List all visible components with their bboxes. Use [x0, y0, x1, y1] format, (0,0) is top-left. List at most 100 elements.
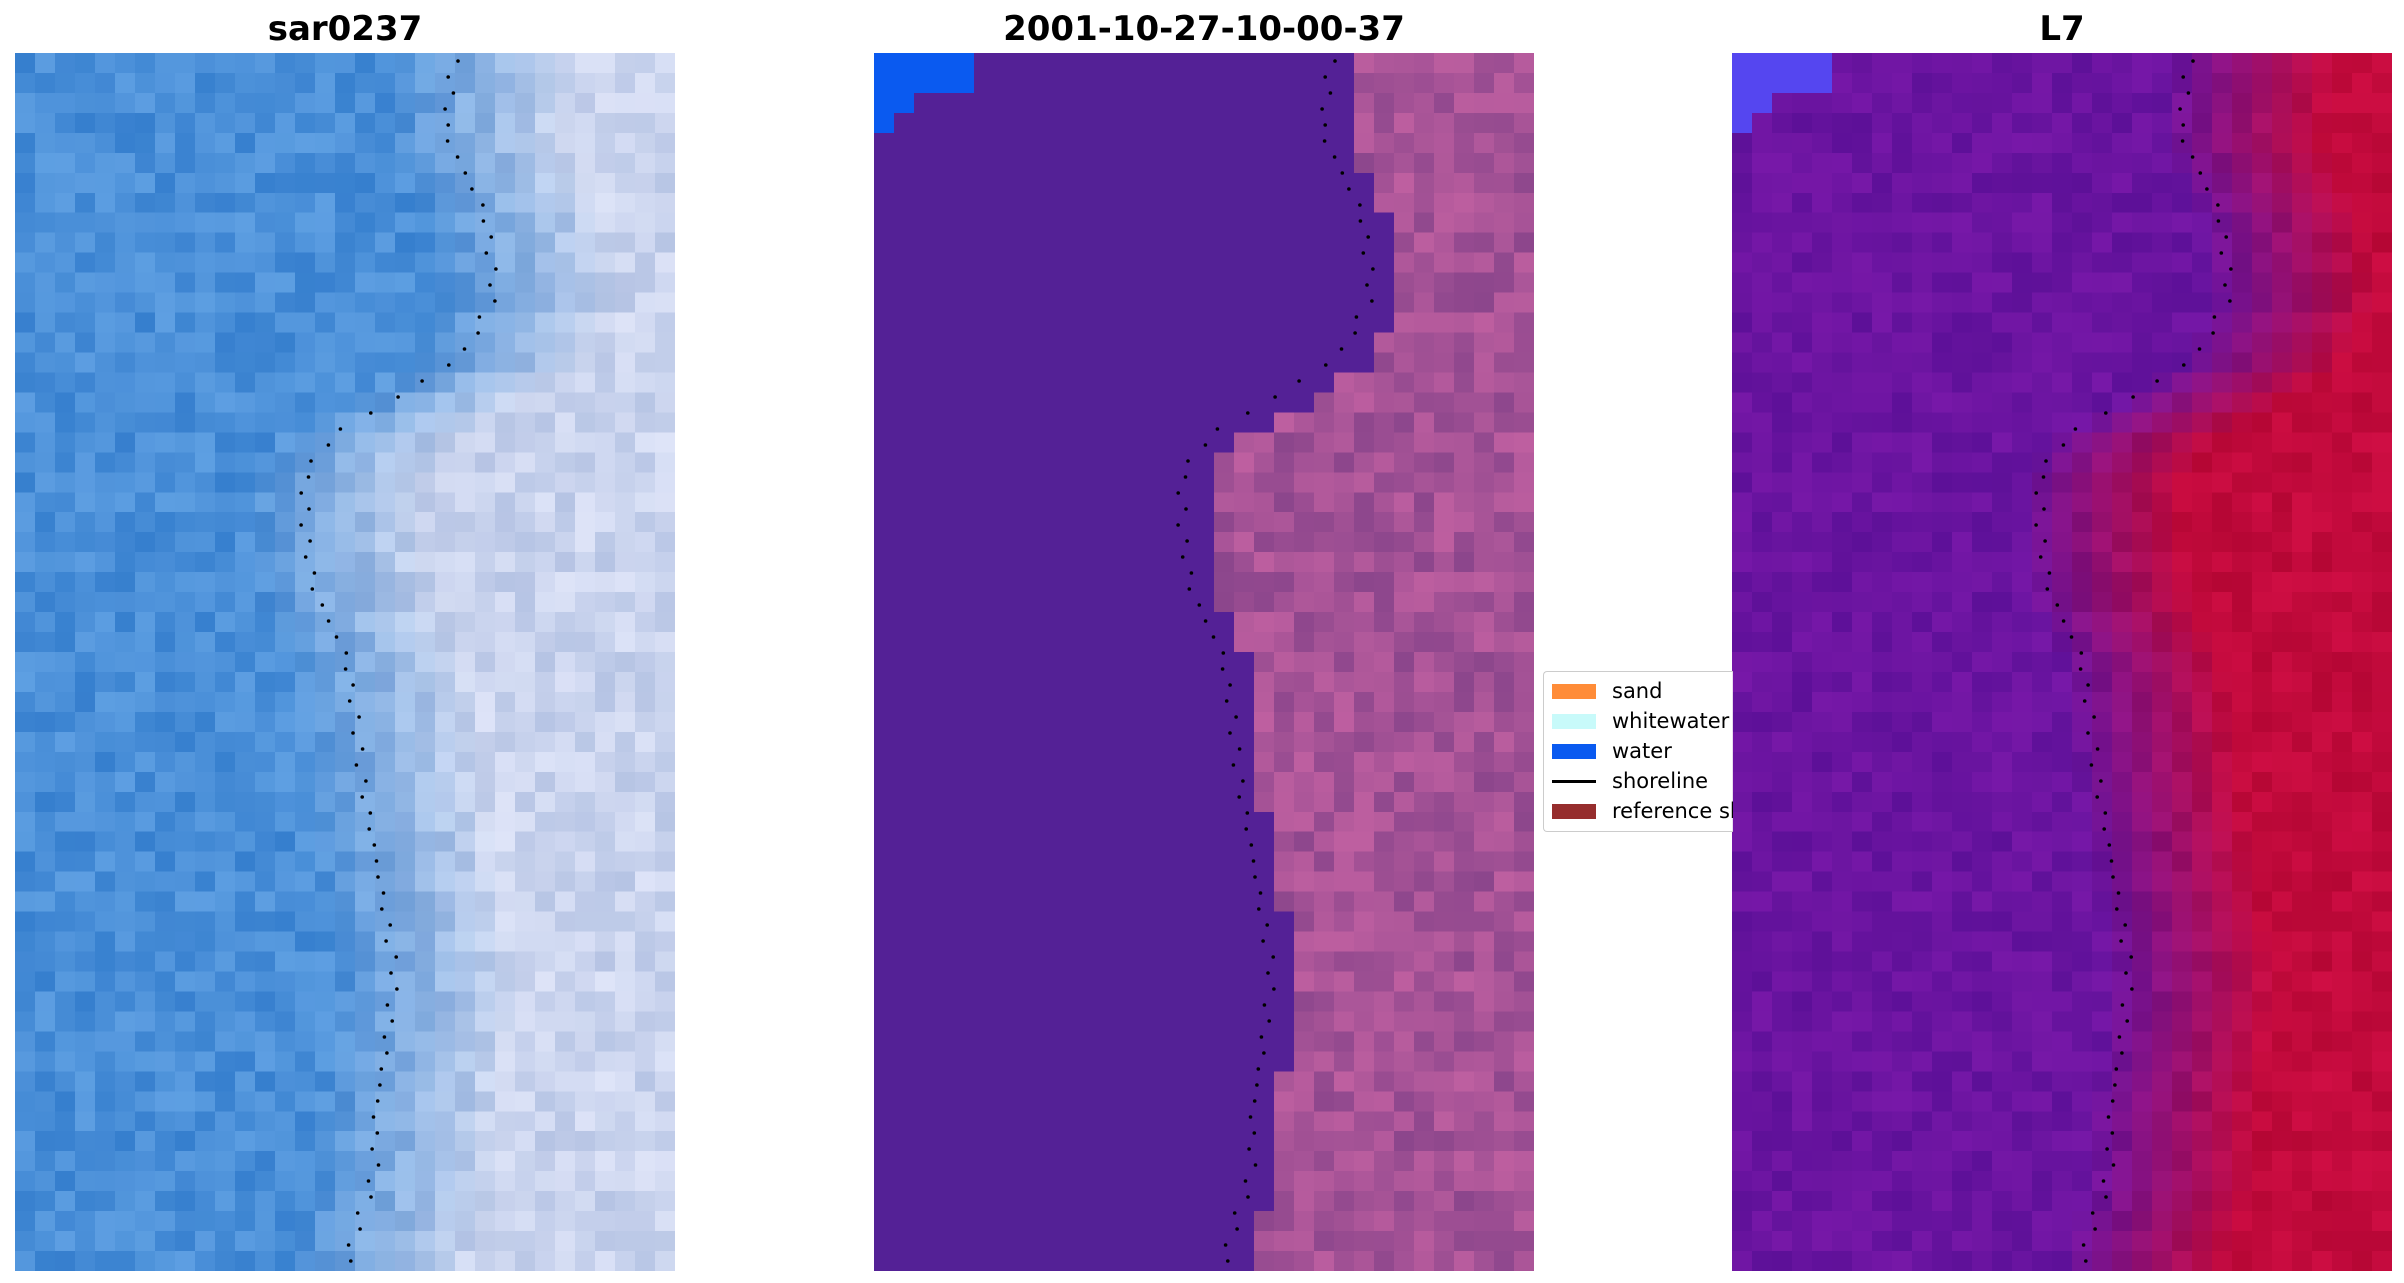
shoreline-point [1256, 1067, 1261, 1071]
shoreline-point [446, 75, 451, 79]
shoreline-point [1358, 219, 1363, 223]
shoreline-point [2093, 1227, 2097, 1231]
legend-label-whitewater: whitewater [1612, 709, 1730, 733]
shoreline-point [334, 635, 339, 639]
shoreline-point [1255, 1083, 1259, 1087]
sand-swatch-icon [1552, 684, 1596, 699]
whitewater-swatch-icon [1552, 714, 1596, 729]
shoreline-point [1323, 75, 1327, 79]
shoreline-point [1262, 1051, 1266, 1055]
shoreline-point [1273, 395, 1277, 399]
shoreline-point [1248, 1115, 1253, 1119]
shoreline-point [470, 187, 474, 191]
shoreline-point [1245, 811, 1250, 815]
shoreline-point [354, 763, 359, 767]
shoreline-point [456, 59, 460, 63]
shoreline-point [307, 507, 311, 511]
shoreline-point [1228, 731, 1232, 735]
shoreline-point [2105, 1147, 2109, 1151]
shoreline-point [2130, 987, 2134, 991]
shoreline-point [2086, 731, 2090, 735]
shoreline-point [1237, 795, 1241, 799]
shoreline-point [388, 923, 393, 927]
shoreline-point [2191, 59, 2195, 63]
shoreline-point [2055, 603, 2060, 607]
shoreline-point [2078, 667, 2083, 671]
shoreline-point [1252, 1131, 1257, 1135]
shoreline-point [371, 1115, 376, 1119]
shoreline-point [2211, 331, 2215, 335]
shoreline-point [2182, 363, 2186, 367]
shoreline-point [378, 1083, 382, 1087]
shoreline-point [376, 1163, 381, 1167]
shoreline-point [2086, 683, 2090, 687]
shoreline-point [2073, 427, 2078, 431]
shoreline-point [1228, 683, 1232, 687]
shoreline-point [1251, 859, 1256, 863]
shoreline-point [2099, 779, 2103, 783]
shoreline-point [2034, 491, 2038, 495]
shoreline-point [306, 475, 311, 479]
shoreline-point [2045, 587, 2050, 591]
shoreline-point [1237, 747, 1242, 751]
shoreline-point [2061, 443, 2066, 447]
shoreline-point [2084, 1259, 2088, 1263]
shoreline-point [396, 395, 400, 399]
shoreline-point [493, 299, 497, 303]
legend-label-reference-shoreline: reference shoreline [1612, 799, 1733, 823]
legend-entry-reference-shoreline: reference shoreline [1544, 796, 1733, 824]
shoreline-point [2123, 923, 2127, 927]
shoreline-point [2103, 811, 2108, 815]
shoreline-point [2197, 347, 2202, 351]
water-swatch-icon [1552, 744, 1596, 759]
shoreline-point [1185, 539, 1189, 543]
legend-label-sand: sand [1612, 679, 1663, 703]
shoreline-point [1323, 123, 1327, 127]
shoreline-point [2043, 539, 2047, 543]
panel-title-classified: 2001-10-27-10-00-37 [1003, 9, 1405, 49]
shoreline-point [2224, 235, 2228, 239]
shoreline-point [308, 539, 312, 543]
shoreline-point [2044, 459, 2048, 463]
shoreline-point [2106, 1115, 2111, 1119]
shoreline-point [1176, 523, 1180, 527]
shoreline-point [446, 123, 451, 127]
shoreline-point [379, 1067, 384, 1071]
shoreline-point [2107, 843, 2112, 847]
shoreline-point [2109, 859, 2114, 863]
shoreline-point [368, 811, 373, 815]
shoreline-point [312, 571, 317, 575]
shoreline-point [1371, 267, 1375, 271]
shoreline-point [351, 683, 355, 687]
shoreline-point [385, 1003, 390, 1007]
shoreline-point [1180, 555, 1185, 559]
shoreline-point [455, 155, 460, 159]
shoreline-point [1262, 1003, 1267, 1007]
shoreline-point [1259, 1035, 1264, 1039]
index-image [1732, 53, 2392, 1271]
shoreline-point [2061, 619, 2066, 623]
shoreline-point [1246, 411, 1250, 415]
shoreline-point [2181, 123, 2185, 127]
shoreline-point [309, 459, 313, 463]
shoreline-point [2155, 379, 2159, 383]
shoreline-point [351, 731, 355, 735]
shoreline-point [1267, 1019, 1271, 1023]
shoreline-point [375, 1099, 380, 1103]
shoreline-point [2069, 635, 2074, 639]
shoreline-point [2120, 1051, 2124, 1055]
panel-title-index: L7 [2039, 9, 2085, 49]
shoreline-point [445, 139, 450, 143]
shoreline-point [2095, 795, 2099, 799]
shoreline-point [2125, 1019, 2129, 1023]
shoreline-point [1247, 1147, 1251, 1151]
shoreline-point [369, 1195, 373, 1199]
shoreline-point [1241, 779, 1245, 783]
shoreline-point [343, 667, 348, 671]
shoreline-point [2047, 571, 2052, 575]
shoreline-point [1223, 1243, 1228, 1247]
shoreline-point [1243, 1179, 1248, 1183]
shoreline-point [380, 907, 384, 911]
shoreline-point [320, 603, 325, 607]
shoreline-point [2114, 1067, 2119, 1071]
